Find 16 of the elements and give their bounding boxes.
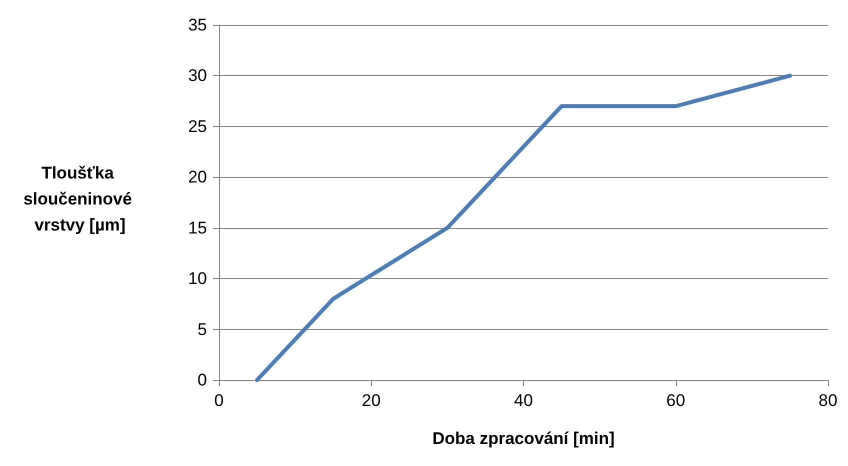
y-tick-label: 20 [188, 168, 207, 187]
y-tick-label: 25 [188, 116, 207, 136]
y-tick-label: 15 [188, 218, 207, 238]
y-tick-label: 30 [188, 66, 207, 86]
x-axis-title: Doba zpracování [min] [432, 429, 615, 448]
y-tick-label: 0 [198, 370, 207, 390]
y-tick-label: 10 [188, 269, 207, 288]
y-tick-label: 35 [188, 16, 207, 34]
y-tick-label: 5 [198, 320, 207, 339]
x-tick-label: 20 [362, 391, 381, 410]
line-series [255, 74, 792, 382]
x-tick-label: 40 [514, 391, 533, 410]
x-tick-label: 80 [818, 391, 838, 410]
x-tick-label: 0 [214, 391, 224, 410]
y-axis-title: Tloušťka sloučeninové vrstvy [µm] [23, 164, 137, 234]
x-tick-label: 60 [666, 391, 686, 410]
